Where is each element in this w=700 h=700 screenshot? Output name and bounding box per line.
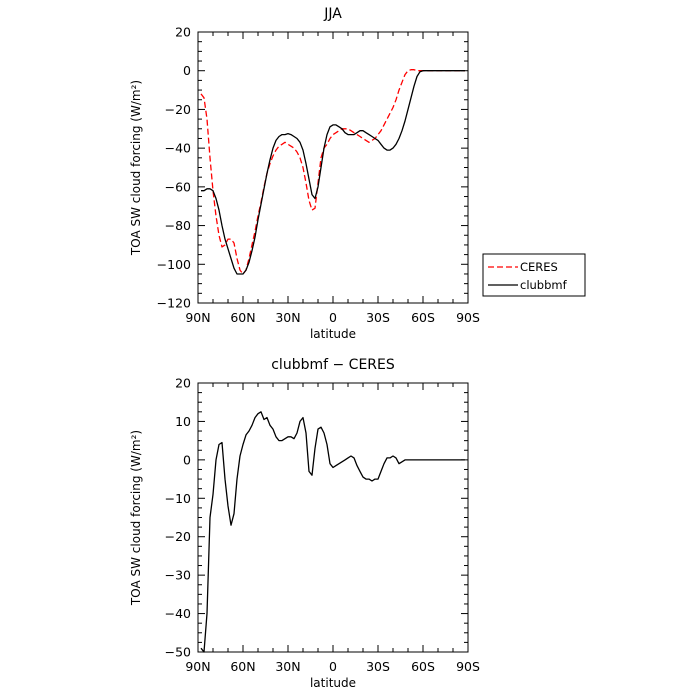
x-tick-label: 60S xyxy=(411,310,435,325)
y-tick-label: 20 xyxy=(175,25,191,40)
x-tick-label: 30N xyxy=(275,310,300,325)
y-tick-label: −40 xyxy=(165,606,191,621)
chart-title: clubbmf − CERES xyxy=(271,357,395,373)
y-tick-label: −10 xyxy=(165,491,191,506)
legend: CERES clubbmf xyxy=(482,253,586,297)
legend-label-clubbmf: clubbmf xyxy=(520,278,568,292)
y-tick-label: −20 xyxy=(165,102,191,117)
x-tick-label: 90S xyxy=(456,659,480,674)
x-tick-label: 60N xyxy=(230,310,255,325)
x-tick-label: 60N xyxy=(230,659,255,674)
y-tick-label: 10 xyxy=(175,414,191,429)
x-tick-label: 90N xyxy=(185,659,210,674)
y-tick-label: −100 xyxy=(157,257,191,272)
x-tick-label: 90S xyxy=(456,310,480,325)
legend-label-ceres: CERES xyxy=(520,260,558,274)
x-tick-label: 60S xyxy=(411,659,435,674)
y-axis-label: TOA SW cloud forcing (W/m²) xyxy=(129,80,143,256)
y-tick-label: −60 xyxy=(165,179,191,194)
series-line-ceres xyxy=(200,69,465,275)
y-tick-label: −30 xyxy=(165,568,191,583)
plot-frame xyxy=(197,382,469,653)
y-tick-label: −20 xyxy=(165,529,191,544)
y-tick-label: 0 xyxy=(183,63,191,78)
bottom-chart-difference: clubbmf − CERES 90N 60N 30N 0 30S 60S 90S 20 10 0 −… xyxy=(129,357,480,690)
y-tick-label: −50 xyxy=(165,645,191,660)
y-tick-label: −120 xyxy=(157,296,191,311)
x-tick-label: 0 xyxy=(329,659,337,674)
x-tick-label: 30N xyxy=(275,659,300,674)
x-tick-label: 90N xyxy=(185,310,210,325)
difference-line xyxy=(200,411,465,653)
y-tick-label: 20 xyxy=(175,376,191,391)
y-tick-label: −80 xyxy=(165,218,191,233)
y-tick-label: −40 xyxy=(165,141,191,156)
x-axis-label: latitude xyxy=(310,327,356,341)
chart-title: JJA xyxy=(323,6,342,22)
x-axis-label: latitude xyxy=(310,676,356,690)
legend-box xyxy=(482,253,586,297)
x-tick-label: 30S xyxy=(366,659,390,674)
y-axis-label: TOA SW cloud forcing (W/m²) xyxy=(129,430,143,606)
x-tick-label: 0 xyxy=(329,310,337,325)
top-chart-jja: JJA 90N 60N 30N 0 30S 60S 90S 20 0 −20 −40 −60 −80 −10… xyxy=(129,6,480,341)
x-tick-label: 30S xyxy=(366,310,390,325)
series-line-clubbmf xyxy=(201,70,465,275)
y-tick-label: 0 xyxy=(183,452,191,467)
